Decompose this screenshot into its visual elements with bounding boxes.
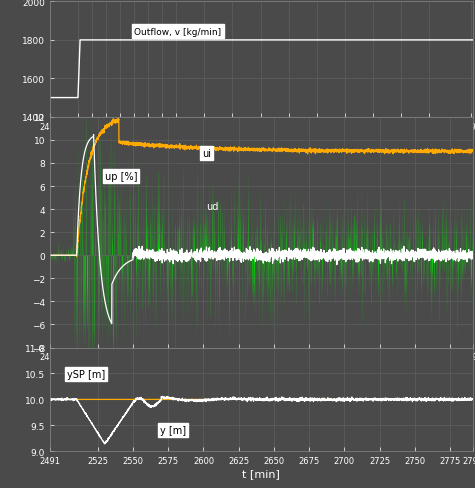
Text: ud: ud <box>206 202 219 212</box>
Text: ySP [m]: ySP [m] <box>67 369 105 379</box>
Text: y [m]: y [m] <box>160 425 186 435</box>
Text: Outflow, v [kg/min]: Outflow, v [kg/min] <box>134 28 221 37</box>
Text: up [%]: up [%] <box>105 172 137 182</box>
Text: ui: ui <box>202 149 211 159</box>
X-axis label: t [min]: t [min] <box>242 468 280 478</box>
